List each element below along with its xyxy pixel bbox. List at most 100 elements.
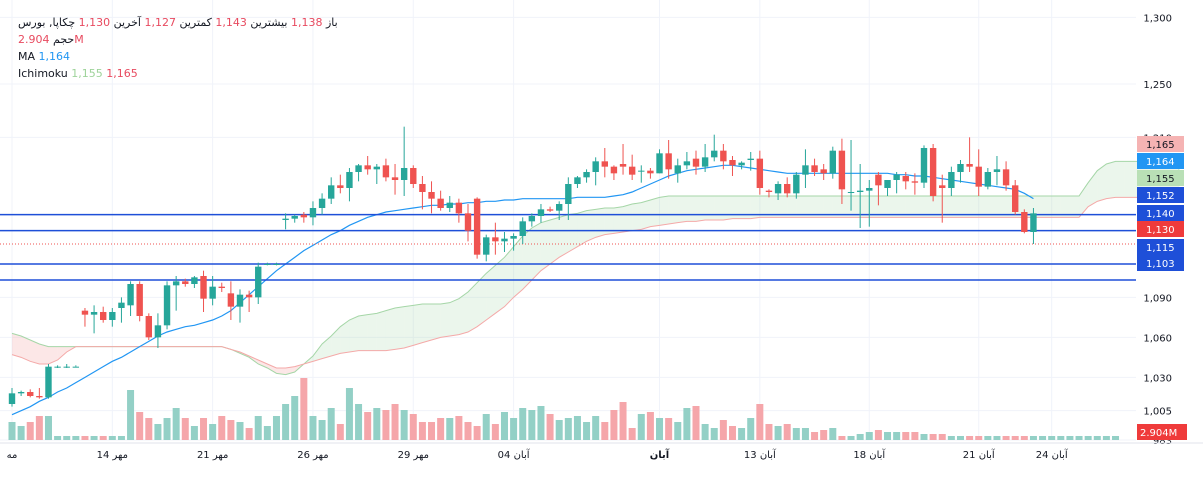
- candle-body: [273, 264, 280, 265]
- volume-bar: [17, 426, 25, 440]
- volume-bar: [437, 418, 445, 440]
- legend-ichimoku-value-1: 1,155: [71, 67, 103, 80]
- candle-body: [227, 293, 235, 307]
- cloud-segment: [531, 222, 541, 280]
- volume-bar: [1102, 436, 1110, 440]
- candle-body: [90, 312, 98, 315]
- cloud-segment: [1042, 196, 1052, 218]
- candle-body: [391, 177, 399, 180]
- ichimoku-cloud: [11, 160, 1180, 376]
- legend: چکاپا, بورس باز 1,138 بیشترین 1,143 کمتر…: [18, 14, 338, 82]
- cloud-segment: [951, 196, 961, 218]
- volume-bar: [428, 422, 436, 440]
- volume-bar: [947, 436, 955, 440]
- legend-high-value: 1,143: [215, 16, 247, 29]
- candle-body: [100, 312, 107, 320]
- candle-body: [665, 153, 672, 170]
- candle-body: [264, 264, 271, 265]
- volume-bar: [127, 390, 135, 440]
- volume-bar: [1084, 436, 1092, 440]
- candle-body: [793, 174, 800, 194]
- volume-bar: [209, 424, 217, 440]
- cloud-segment: [723, 196, 733, 220]
- cloud-segment: [413, 304, 423, 346]
- volume-bar: [811, 432, 819, 440]
- cloud-segment: [404, 305, 414, 348]
- time-axis[interactable]: مه 14 مهر 21 مهر 26 مهر 29 مهر 04 آبان آبان 13 …: [0, 442, 1203, 461]
- volume-bar: [291, 396, 299, 440]
- cloud-segment: [805, 196, 815, 218]
- volume-bar: [692, 406, 700, 440]
- price-axis[interactable]: 1,3001,2501,2101,0901,0601,0301,0059831,…: [1137, 13, 1187, 447]
- volume-bar: [601, 422, 609, 440]
- candle-body: [774, 184, 782, 194]
- volume-bar: [765, 424, 773, 440]
- cloud-segment: [814, 196, 824, 218]
- volume-bar: [874, 430, 882, 440]
- volume-bar: [218, 416, 226, 440]
- price-badge-label: 1,130: [1146, 225, 1175, 236]
- volume-bar: [382, 410, 390, 440]
- cloud-segment: [613, 206, 624, 234]
- volume-bar: [72, 436, 80, 440]
- candle-body: [838, 150, 846, 190]
- volume-bar: [847, 436, 855, 440]
- volume-bar: [373, 408, 381, 440]
- candle-body: [784, 184, 791, 194]
- candle-body: [628, 166, 636, 175]
- cloud-segment: [550, 217, 560, 264]
- cloud-segment: [267, 364, 277, 374]
- volume-bar: [35, 416, 43, 440]
- candle-body: [929, 148, 937, 196]
- candle-body: [911, 181, 919, 183]
- volume-bar: [282, 404, 290, 440]
- cloud-segment: [924, 196, 934, 218]
- price-tick-label: 1,300: [1143, 13, 1172, 24]
- candle-body: [373, 166, 380, 170]
- cloud-segment: [759, 196, 769, 218]
- candle-body: [537, 209, 545, 216]
- candle-body: [647, 170, 654, 174]
- candles[interactable]: [8, 126, 1037, 407]
- volume-bar: [1075, 436, 1083, 440]
- candle-body: [592, 161, 599, 172]
- cloud-segment: [796, 196, 806, 218]
- volume-bar: [975, 436, 983, 440]
- legend-low-label: کمترین: [179, 16, 212, 29]
- legend-high-label: بیشترین: [250, 16, 288, 29]
- candle-body: [1030, 213, 1037, 232]
- candle-body: [501, 238, 508, 242]
- volume-bar: [136, 412, 144, 440]
- cloud-segment: [677, 196, 687, 223]
- cloud-segment: [987, 196, 997, 218]
- candle-body: [473, 198, 481, 255]
- cloud-segment: [39, 344, 49, 364]
- candle-body: [136, 284, 143, 316]
- cloud-segment: [1124, 161, 1134, 198]
- cloud-segment: [841, 196, 852, 218]
- candle-body: [601, 161, 608, 167]
- cloud-segment: [851, 196, 861, 218]
- candle-body: [519, 221, 526, 236]
- candle-body: [45, 366, 52, 398]
- time-tick-label: 18 آبان: [853, 448, 886, 461]
- candle-body: [993, 169, 1001, 172]
- volume-bar: [391, 404, 399, 440]
- volume-bar: [336, 424, 344, 440]
- volume-bar: [63, 436, 71, 440]
- price-tick-label: 1,250: [1143, 80, 1172, 91]
- volume-bar: [564, 418, 572, 440]
- volume-badge: [1137, 424, 1187, 440]
- candle-body: [236, 294, 244, 307]
- cloud-segment: [440, 302, 450, 338]
- volume-bar: [756, 404, 764, 440]
- cloud-segment: [942, 196, 952, 218]
- cloud-segment: [477, 273, 487, 327]
- legend-ichimoku-value-2: 1,165: [106, 67, 138, 80]
- volume-bar: [26, 422, 34, 440]
- volume-bar: [1020, 436, 1028, 440]
- volume-bar: [1029, 436, 1037, 440]
- volume-bar: [920, 434, 928, 440]
- cloud-span-a: [11, 160, 1180, 376]
